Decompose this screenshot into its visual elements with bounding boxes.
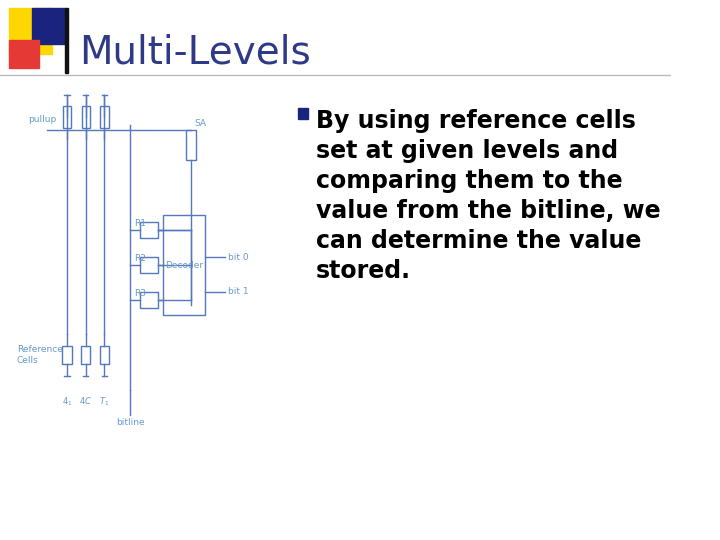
Bar <box>32 8 66 44</box>
Text: $4_1$: $4_1$ <box>62 395 72 408</box>
Bar <box>52 8 55 54</box>
Bar <box>73 8 76 54</box>
Text: By using reference cells: By using reference cells <box>316 109 636 133</box>
Bar <box>55 8 58 54</box>
Bar <box>99 346 109 364</box>
Bar <box>74 8 77 54</box>
Bar <box>68 8 71 54</box>
Text: Reference
Cells: Reference Cells <box>17 345 63 365</box>
Bar <box>64 8 67 54</box>
Bar <box>100 106 109 128</box>
Bar <box>81 346 90 364</box>
Text: set at given levels and: set at given levels and <box>316 139 618 163</box>
Bar <box>59 8 61 54</box>
Bar <box>72 8 74 54</box>
Bar <box>186 130 196 160</box>
Text: Decoder: Decoder <box>165 260 203 269</box>
Bar <box>298 108 308 119</box>
Bar <box>60 8 63 54</box>
Text: can determine the value: can determine the value <box>316 229 641 253</box>
Bar <box>60 8 63 54</box>
Text: pullup: pullup <box>28 115 56 124</box>
Bar <box>61 8 64 54</box>
Text: comparing them to the: comparing them to the <box>316 169 622 193</box>
Bar <box>63 8 66 54</box>
Text: value from the bitline, we: value from the bitline, we <box>316 199 660 223</box>
Bar <box>63 106 71 128</box>
Text: R1: R1 <box>134 219 146 228</box>
Bar <box>53 8 56 54</box>
Text: bit 0: bit 0 <box>228 253 249 261</box>
Bar <box>9 8 52 54</box>
Bar <box>140 222 158 238</box>
Text: R3: R3 <box>134 289 146 298</box>
Bar <box>9 40 39 68</box>
Bar <box>66 8 68 54</box>
Text: $4C$: $4C$ <box>79 395 92 406</box>
Bar <box>73 8 76 54</box>
Bar <box>140 257 158 273</box>
Text: bitline: bitline <box>116 418 145 427</box>
Bar <box>163 215 205 315</box>
Bar <box>57 8 60 54</box>
Text: SA: SA <box>194 119 207 128</box>
Bar <box>69 8 72 54</box>
Bar <box>67 8 70 54</box>
Bar <box>66 8 68 73</box>
Text: Multi-Levels: Multi-Levels <box>79 33 311 71</box>
Bar <box>56 8 59 54</box>
Bar <box>63 346 72 364</box>
Bar <box>58 8 60 54</box>
Bar <box>66 8 69 54</box>
Bar <box>140 292 158 308</box>
Bar <box>71 8 73 54</box>
Text: $T_1$: $T_1$ <box>99 395 109 408</box>
Bar <box>63 8 66 54</box>
Bar <box>81 106 90 128</box>
Bar <box>70 8 73 54</box>
Text: R2: R2 <box>134 254 146 263</box>
Text: bit 1: bit 1 <box>228 287 249 296</box>
Bar <box>54 8 57 54</box>
Text: stored.: stored. <box>316 259 411 283</box>
